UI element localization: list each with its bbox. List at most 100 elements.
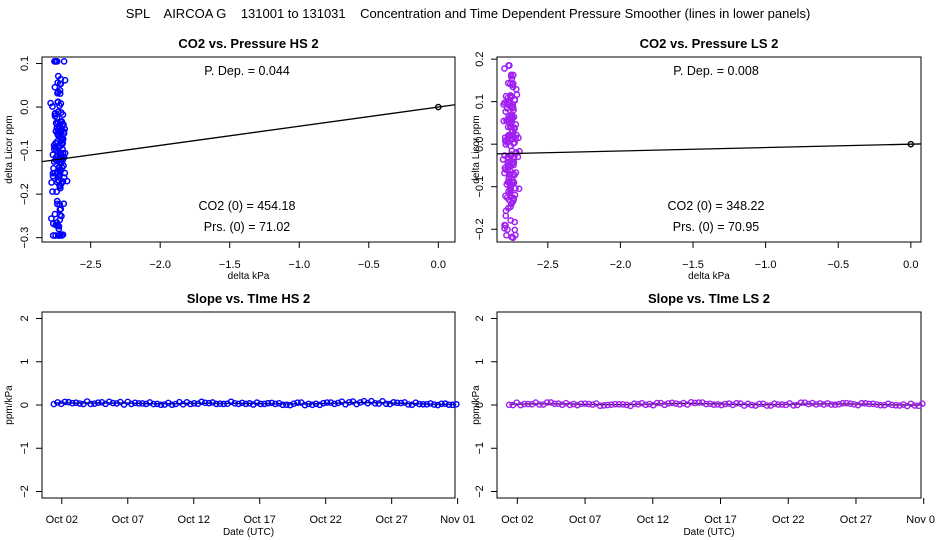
scatter-point	[56, 200, 64, 208]
slope-point	[543, 399, 551, 406]
slope-point	[634, 401, 642, 408]
slope-point	[888, 401, 896, 409]
slope-point	[157, 401, 165, 409]
slope-point	[718, 401, 725, 409]
slope-point	[430, 401, 438, 408]
y-axis-label: ppm/kPa	[4, 385, 15, 425]
slope-point	[858, 399, 866, 407]
x-tick-label: −2.5	[80, 259, 102, 271]
slope-point	[733, 399, 740, 407]
slope-point	[919, 400, 926, 407]
y-tick-label: −0.1	[19, 140, 31, 162]
scatter-point	[510, 113, 518, 121]
x-axis-label: Date (UTC)	[223, 527, 274, 538]
y-tick-label: 0.1	[474, 94, 486, 109]
slope-point	[142, 400, 150, 408]
slope-point	[72, 399, 80, 407]
slope-point	[699, 399, 706, 406]
slope-point	[327, 399, 335, 406]
scatter-point	[49, 188, 56, 196]
x-tick-label: −2.5	[537, 259, 559, 271]
slope-point	[94, 399, 102, 406]
slope-point	[710, 401, 718, 409]
x-tick-label: Oct 07	[569, 514, 601, 526]
y-tick-label: 0.2	[474, 51, 486, 66]
slope-point	[205, 399, 213, 407]
panel-title: CO2 vs. Pressure LS 2	[640, 36, 779, 51]
pressure-intercept-label: Prs. (0) = 70.95	[673, 220, 760, 234]
slope-point	[680, 399, 687, 407]
x-tick-label: Oct 22	[309, 514, 341, 526]
slope-point	[877, 401, 884, 409]
slope-point	[831, 401, 839, 409]
slope-point	[782, 401, 790, 409]
scatter-point	[51, 112, 59, 120]
slope-point	[763, 402, 771, 409]
scatter-point	[502, 108, 510, 116]
slope-point	[661, 401, 668, 409]
slope-point	[246, 400, 253, 407]
slope-point	[695, 399, 703, 406]
x-tick-label: 0.0	[431, 259, 446, 271]
slope-point	[536, 401, 543, 408]
pressure-dependence-label: P. Dep. = 0.044	[204, 64, 290, 78]
slope-point	[257, 400, 264, 408]
slope-point	[748, 401, 756, 409]
slope-point	[721, 400, 729, 408]
scatter-point	[49, 103, 56, 110]
slope-point	[574, 401, 581, 409]
slope-point	[911, 402, 919, 409]
scatter-point	[501, 65, 508, 72]
slope-point	[828, 401, 835, 408]
y-tick-label: 0.0	[19, 99, 31, 114]
slope-point	[264, 399, 272, 407]
slope-point	[146, 399, 154, 406]
slope-point	[744, 400, 752, 408]
y-tick-label: 0	[19, 402, 31, 408]
y-tick-label: 1	[474, 359, 486, 365]
x-tick-label: Oct 17	[704, 514, 736, 526]
scatter-point	[505, 62, 513, 69]
scatter-point	[503, 231, 510, 239]
scatter-point	[503, 105, 511, 112]
slope-point	[312, 400, 320, 408]
slope-point	[555, 400, 562, 408]
slope-point	[581, 400, 589, 407]
slope-point	[331, 400, 338, 408]
slope-point	[892, 402, 900, 409]
scatter-point	[51, 143, 59, 151]
scatter-point	[56, 102, 63, 110]
slope-point	[570, 400, 577, 408]
x-tick-label: Oct 27	[375, 514, 407, 526]
slope-point	[69, 399, 76, 407]
scatter-point	[511, 96, 519, 103]
x-tick-label: Oct 12	[178, 514, 210, 526]
scatter-point	[57, 167, 64, 175]
slope-point	[283, 401, 290, 408]
slope-point	[691, 399, 699, 407]
fit-line	[496, 143, 922, 155]
slope-point	[843, 399, 850, 407]
y-tick-label: 1	[19, 359, 31, 365]
scatter-point	[59, 139, 67, 147]
scatter-point	[54, 172, 62, 180]
scatter-point	[53, 58, 61, 65]
slope-point	[778, 401, 786, 408]
slope-point	[771, 400, 778, 408]
scatter-point	[48, 179, 55, 186]
slope-point	[220, 400, 228, 408]
scatter-point	[502, 141, 510, 148]
slope-point	[320, 399, 327, 407]
slope-point	[427, 400, 434, 407]
slope-point	[850, 401, 858, 408]
y-tick-label: 0	[474, 402, 486, 408]
slope-point	[238, 399, 246, 407]
y-tick-label: −0.2	[19, 183, 31, 205]
slope-point	[702, 400, 710, 408]
y-tick-label: 0.0	[474, 137, 486, 152]
scatter-point	[51, 83, 59, 91]
slope-point	[517, 401, 524, 409]
x-tick-label: −2.0	[610, 259, 632, 271]
y-tick-label: −0.3	[19, 227, 31, 249]
slope-point	[714, 401, 721, 408]
